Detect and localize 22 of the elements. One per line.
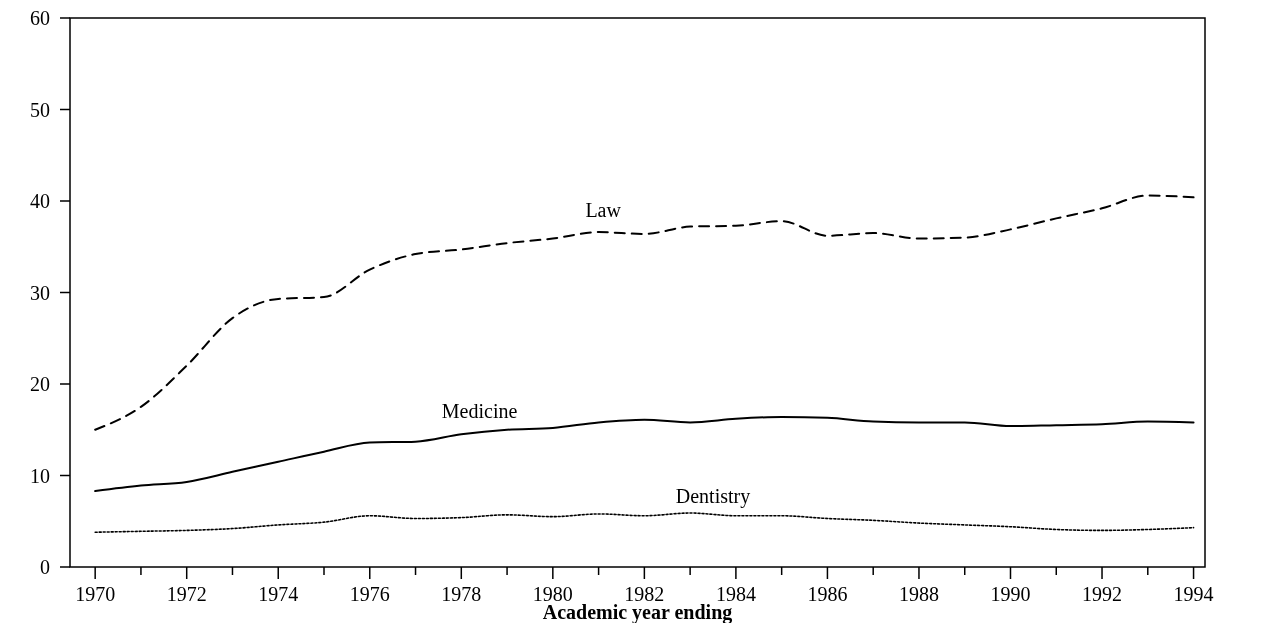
series-label: Dentistry	[675, 485, 751, 509]
x-tick-label: 1974	[258, 583, 299, 605]
y-tick-label: 0	[40, 556, 50, 578]
x-tick-label: 1990	[990, 583, 1031, 605]
line-series	[94, 512, 1195, 534]
x-tick-label: 1970	[75, 583, 116, 605]
y-tick-label: 50	[30, 98, 50, 121]
y-tick-label: 30	[30, 281, 50, 304]
y-tick-label: 40	[30, 190, 50, 212]
line-series	[94, 194, 1195, 431]
x-tick-label: 1988	[898, 583, 939, 605]
y-tick-label: 20	[30, 373, 50, 395]
x-tick-label: 1994	[1173, 583, 1214, 605]
x-tick-label: 1992	[1082, 583, 1123, 605]
x-tick-label: 1972	[166, 583, 207, 605]
y-tick-label: 60	[30, 7, 50, 29]
series-label: Law	[585, 198, 622, 221]
x-tick-label: 1976	[349, 583, 390, 605]
x-tick-label: 1978	[441, 583, 482, 605]
series-label: Medicine	[441, 399, 518, 422]
y-tick-label: 10	[30, 464, 50, 487]
x-tick-label: 1986	[807, 583, 848, 605]
